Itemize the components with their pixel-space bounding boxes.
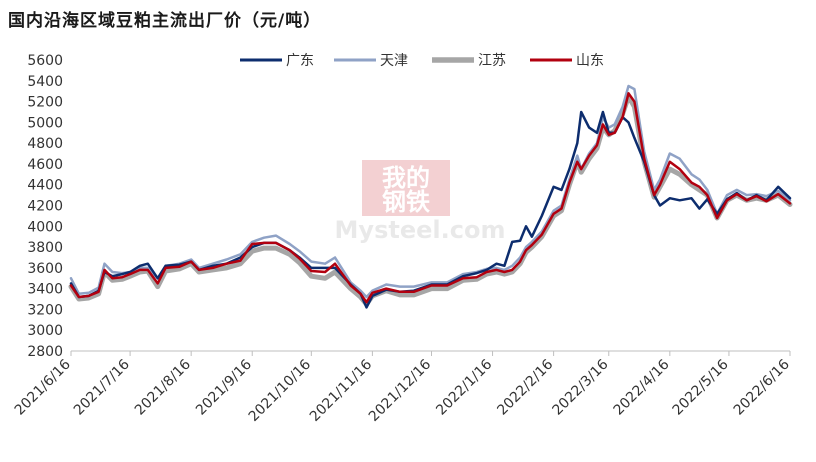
x-tick-label: 2021/10/16 (246, 356, 314, 424)
legend-label-1: 天津 (380, 53, 408, 69)
y-tick-label: 3400 (27, 282, 63, 298)
x-axis: 2021/6/162021/7/162021/8/162021/9/162021… (12, 350, 793, 425)
series-line-2 (68, 93, 793, 307)
x-tick-label: 2022/1/16 (433, 356, 495, 418)
y-tick-label: 3600 (27, 261, 63, 277)
x-tick-label: 2021/6/16 (12, 356, 74, 418)
y-tick-label: 4600 (27, 157, 63, 173)
y-tick-label: 4200 (27, 199, 63, 215)
series-layer (68, 84, 793, 309)
x-tick-label: 2021/8/16 (132, 356, 194, 418)
watermark-line2: 钢铁 (382, 188, 430, 216)
watermark-badge (362, 160, 450, 216)
x-tick-label: 2022/6/16 (731, 356, 793, 418)
watermark-line3: Mysteel.com (335, 216, 506, 244)
x-tick-label: 2022/4/16 (611, 356, 673, 418)
legend-label-3: 山东 (576, 53, 604, 69)
y-tick-label: 3800 (27, 240, 63, 256)
y-tick-label: 4000 (27, 219, 63, 235)
x-tick-label: 2021/11/16 (307, 356, 375, 424)
y-tick-label: 4400 (27, 178, 63, 194)
x-tick-label: 2022/3/16 (550, 356, 612, 418)
y-tick-label: 4800 (27, 136, 63, 152)
legend-label-0: 广东 (286, 53, 314, 69)
mysteel-watermark: 我的 钢铁 Mysteel.com (335, 160, 506, 244)
watermark-line1: 我的 (382, 164, 430, 192)
x-tick-label: 2021/9/16 (193, 356, 255, 418)
series-line-3 (69, 92, 792, 304)
y-tick-label: 5600 (27, 53, 63, 69)
y-tick-label: 3000 (27, 323, 63, 339)
chart-title: 国内沿海区域豆粕主流出厂价（元/吨） (8, 11, 322, 31)
y-tick-label: 5400 (27, 74, 63, 90)
y-tick-label: 3200 (27, 302, 63, 318)
x-tick-label: 2022/5/16 (670, 356, 732, 418)
series-line-0 (69, 110, 792, 309)
legend: 广东 天津 江苏 山东 (240, 53, 604, 69)
legend-label-2: 江苏 (478, 53, 506, 69)
y-tick-label: 2800 (27, 344, 63, 360)
y-tick-label: 5000 (27, 115, 63, 131)
y-tick-label: 5200 (27, 95, 63, 111)
y-axis: 2800 3000 3200 3400 3600 3800 4000 4200 4400 4600… (27, 53, 63, 360)
x-tick-label: 2021/7/16 (71, 356, 133, 418)
x-tick-label: 2022/2/16 (494, 356, 556, 418)
x-tick-label: 2021/12/16 (366, 356, 434, 424)
